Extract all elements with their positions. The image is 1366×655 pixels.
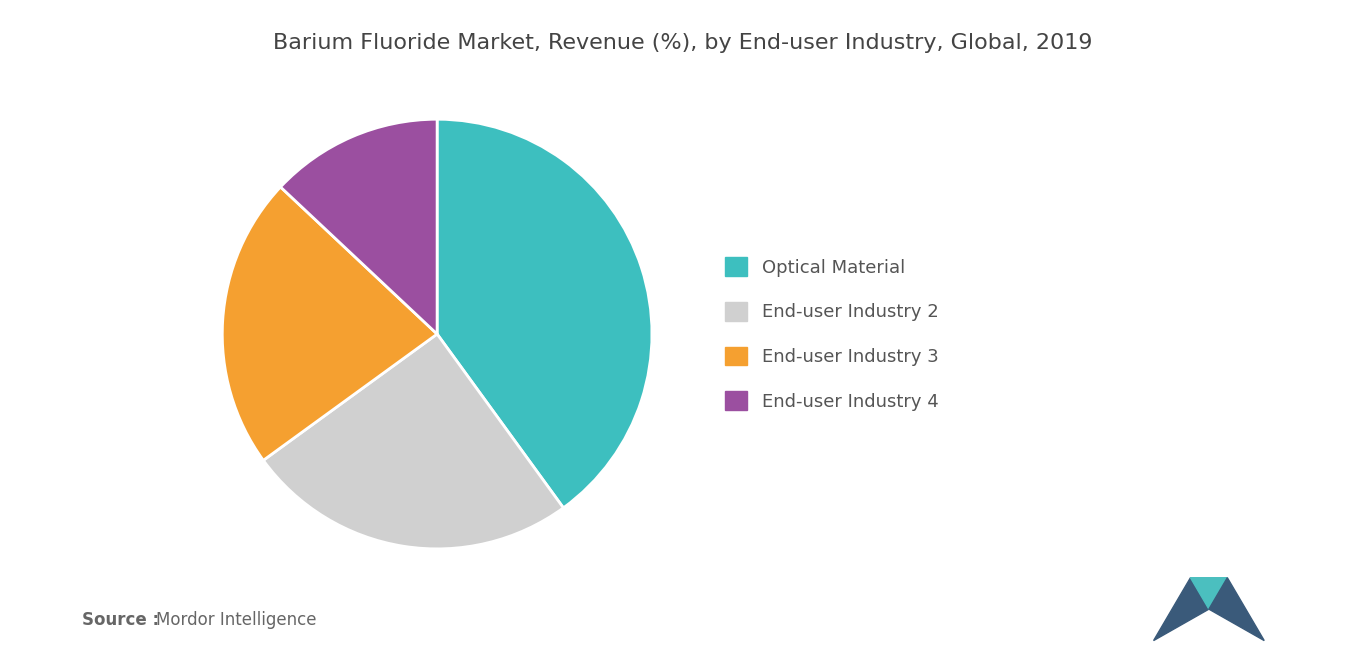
Text: Barium Fluoride Market, Revenue (%), by End-user Industry, Global, 2019: Barium Fluoride Market, Revenue (%), by … <box>273 33 1093 53</box>
Polygon shape <box>1191 578 1227 609</box>
Text: Mordor Intelligence: Mordor Intelligence <box>156 611 316 629</box>
Text: Source :: Source : <box>82 611 158 629</box>
Legend: Optical Material, End-user Industry 2, End-user Industry 3, End-user Industry 4: Optical Material, End-user Industry 2, E… <box>725 257 938 411</box>
Polygon shape <box>1209 578 1265 641</box>
Wedge shape <box>223 187 437 460</box>
Wedge shape <box>264 334 563 549</box>
Wedge shape <box>280 119 437 334</box>
Wedge shape <box>437 119 652 508</box>
Polygon shape <box>1153 578 1209 641</box>
